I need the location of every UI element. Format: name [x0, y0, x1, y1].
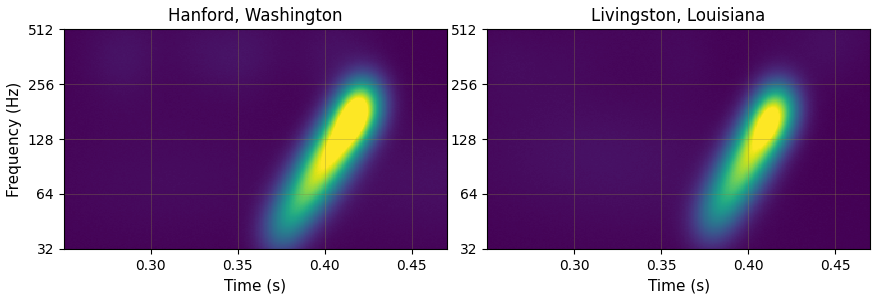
X-axis label: Time (s): Time (s)	[647, 278, 709, 293]
X-axis label: Time (s): Time (s)	[225, 278, 286, 293]
Y-axis label: Frequency (Hz): Frequency (Hz)	[7, 81, 22, 197]
Title: Livingston, Louisiana: Livingston, Louisiana	[591, 7, 766, 25]
Title: Hanford, Washington: Hanford, Washington	[168, 7, 342, 25]
